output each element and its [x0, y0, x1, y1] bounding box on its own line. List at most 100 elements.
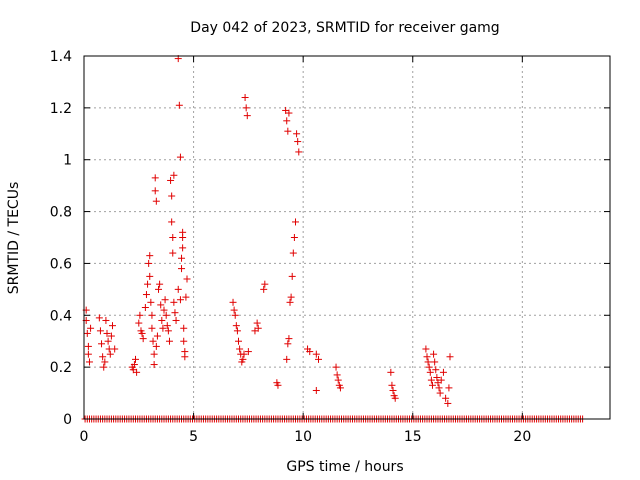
chart-title: Day 042 of 2023, SRMTID for receiver gam… [190, 20, 499, 36]
data-point [428, 381, 436, 389]
data-point [146, 272, 154, 280]
grid-layer [84, 56, 610, 419]
ticks-layer: 0 5 10 15 20 0 0.2 0.4 0.6 0.8 1 1.2 1.4 [50, 49, 610, 445]
data-point [141, 304, 149, 312]
data-point [83, 329, 91, 337]
data-point [96, 327, 104, 335]
data-point [147, 298, 155, 306]
data-point [236, 345, 244, 353]
data-point [180, 324, 188, 332]
data-point [176, 153, 184, 161]
y-axis-label: SRMTID / TECUs [6, 182, 22, 295]
data-point [244, 348, 252, 356]
data-point [229, 298, 237, 306]
data-point [164, 327, 172, 335]
data-point [293, 130, 301, 138]
data-point [102, 316, 110, 324]
data-point [243, 112, 251, 120]
data-point [233, 327, 241, 335]
data-point [111, 345, 119, 353]
data-point [239, 355, 247, 363]
data-point [182, 293, 190, 301]
data-point [158, 316, 166, 324]
x-tick-label: 10 [294, 429, 312, 445]
data-point [288, 272, 296, 280]
data-point [261, 280, 269, 288]
data-point [433, 374, 441, 382]
data-point [148, 311, 156, 319]
data-point [130, 361, 138, 369]
data-point [146, 252, 154, 260]
data-point [179, 234, 187, 241]
data-point [106, 350, 114, 358]
data-point [391, 394, 399, 402]
data-point [167, 176, 175, 184]
data-point [171, 309, 179, 317]
data-point [103, 329, 111, 337]
data-point [312, 350, 320, 358]
data-point [99, 353, 107, 361]
data-point [161, 296, 169, 304]
data-point [170, 171, 178, 179]
data-point [241, 93, 249, 101]
data-point [178, 254, 186, 262]
data-point [157, 301, 165, 309]
y-tick-label: 0.6 [50, 256, 72, 272]
data-point [431, 358, 439, 366]
y-tick-label: 1.4 [50, 49, 72, 65]
y-tick-label: 1 [63, 153, 72, 169]
data-point [162, 311, 170, 319]
data-point [284, 340, 292, 348]
plot-frame [83, 55, 611, 420]
data-point [144, 280, 152, 288]
data-point [333, 371, 341, 379]
data-point [159, 324, 167, 332]
data-point [444, 399, 452, 407]
data-point [424, 358, 432, 366]
data-point [430, 350, 438, 358]
data-point [291, 218, 299, 226]
x-tick-label: 15 [404, 429, 422, 445]
data-point [336, 384, 344, 392]
data-point [295, 148, 303, 156]
y-tick-label: 1.2 [50, 101, 72, 117]
data-point [132, 355, 140, 363]
data-point [169, 234, 177, 241]
data-point [387, 368, 395, 376]
data-point [148, 324, 156, 332]
data-point [176, 296, 184, 304]
data-point [168, 218, 176, 226]
data-point [274, 381, 282, 389]
data-point [169, 249, 177, 257]
data-point [84, 350, 92, 358]
data-point [423, 353, 431, 361]
data-point [108, 322, 116, 330]
data-point [284, 127, 292, 135]
y-tick-label: 0.8 [50, 205, 72, 221]
data-point [260, 285, 268, 293]
data-point [172, 316, 180, 324]
data-point [179, 244, 187, 252]
y-tick-label: 0.4 [50, 308, 72, 324]
y-tick-label: 0.2 [50, 360, 72, 376]
data-point [151, 187, 159, 195]
data-point [163, 322, 171, 330]
data-point [240, 350, 248, 358]
data-point [152, 197, 160, 205]
data-point [183, 275, 191, 283]
data-point [101, 358, 109, 366]
data-point [285, 335, 293, 343]
data-point [289, 249, 297, 257]
x-axis-label: GPS time / hours [286, 459, 403, 475]
data-point [87, 324, 95, 332]
data-point [312, 386, 320, 394]
data-point [286, 298, 294, 306]
data-point [315, 355, 323, 363]
data-point [151, 174, 159, 182]
data-point [95, 314, 103, 322]
data-point [104, 337, 112, 345]
data-point [426, 368, 434, 376]
data-point [283, 355, 291, 363]
data-point [142, 291, 150, 299]
x-tick-label: 20 [513, 429, 531, 445]
